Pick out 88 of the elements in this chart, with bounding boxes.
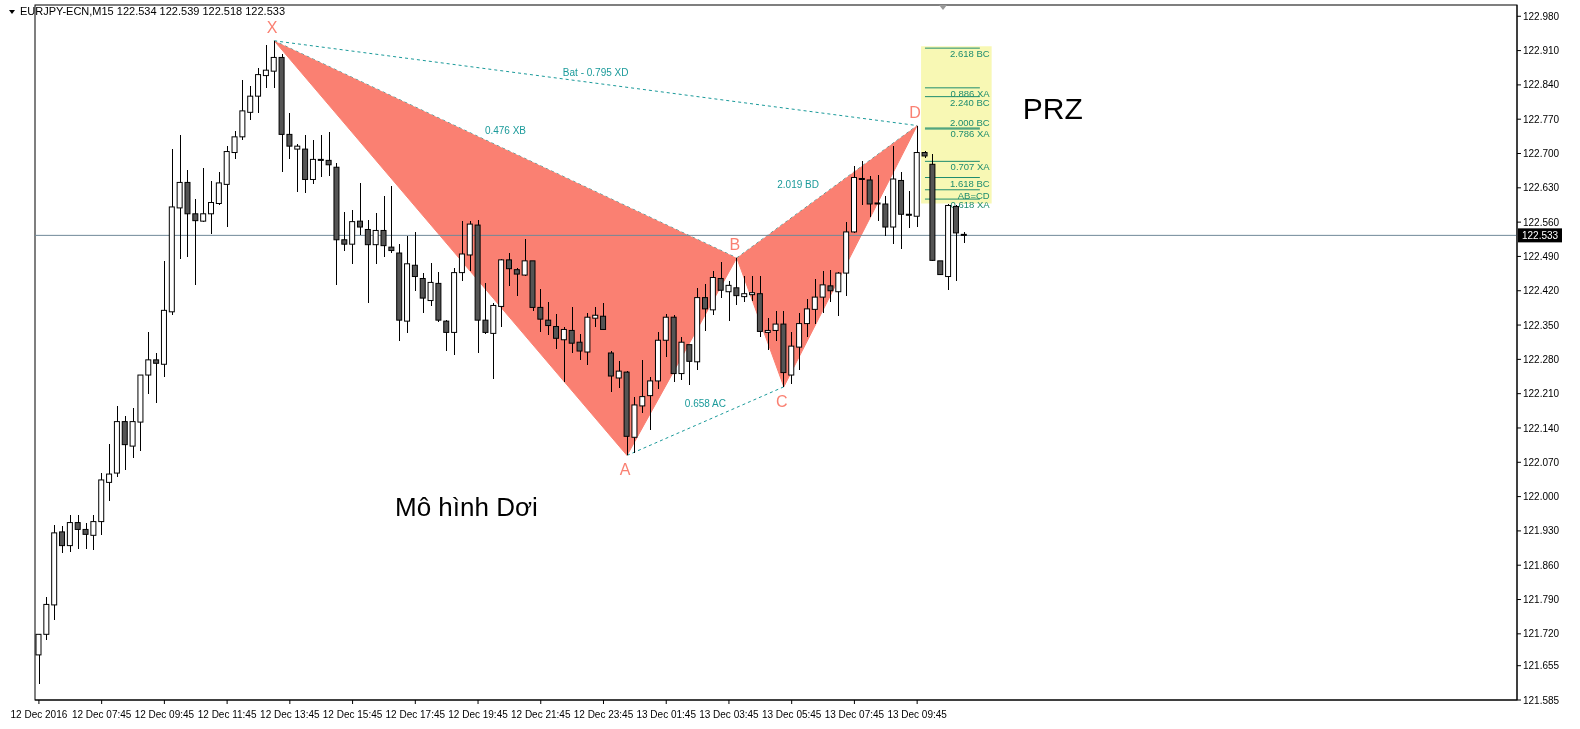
y-tick-label: 122.140 — [1523, 422, 1560, 434]
candlestick — [59, 525, 66, 555]
y-tick-label: 121.655 — [1523, 660, 1560, 672]
y-tick-label: 122.280 — [1523, 353, 1560, 365]
ref-line-label: 2.000 BC — [950, 117, 990, 128]
y-tick-label: 122.980 — [1523, 10, 1560, 22]
candlestick — [66, 514, 73, 553]
x-tick-label: 12 Dec 23:45 — [573, 709, 634, 720]
candlestick — [702, 283, 709, 333]
candlestick — [388, 185, 395, 254]
y-tick-label: 122.560 — [1523, 216, 1560, 228]
candlestick — [411, 231, 418, 292]
y-tick-label: 122.070 — [1523, 456, 1560, 468]
y-tick-label: 122.840 — [1523, 79, 1560, 91]
y-tick-label: 122.630 — [1523, 182, 1560, 194]
candlestick — [647, 376, 654, 431]
y-tick-label: 122.910 — [1523, 45, 1560, 57]
x-tick-label: 12 Dec 15:45 — [322, 709, 383, 720]
x-tick-label: 13 Dec 03:45 — [699, 709, 760, 720]
ref-line-label: 122.533 — [1522, 230, 1559, 242]
candlestick — [458, 220, 465, 282]
annotation: Bat - 0.795 XD — [562, 67, 629, 79]
candlestick — [262, 44, 269, 89]
y-tick-label: 122.210 — [1523, 388, 1560, 400]
x-tick-label: 12 Dec 2016 — [10, 709, 68, 720]
candlestick — [796, 312, 803, 371]
annotation: Mô hình Dơi — [395, 492, 538, 522]
annotation: 0.658 AC — [684, 397, 727, 409]
x-tick-label: 12 Dec 13:45 — [260, 709, 321, 720]
annotation: D — [909, 103, 921, 121]
ref-line-label: AB=CD — [957, 189, 990, 201]
candlestick — [553, 313, 560, 350]
y-tick-label: 122.000 — [1523, 491, 1560, 503]
annotation: C — [776, 392, 788, 410]
ref-line-label: 2.618 BC — [950, 48, 990, 60]
candlestick — [255, 67, 262, 114]
y-tick-label: 121.860 — [1523, 559, 1560, 571]
annotation: 2.019 BD — [777, 178, 819, 190]
candlestick — [905, 190, 912, 230]
y-tick-label: 122.420 — [1523, 285, 1560, 297]
annotation: B — [729, 235, 741, 253]
ref-line-label: 0.618 XA — [950, 199, 991, 211]
x-tick-label: 12 Dec 07:45 — [71, 709, 132, 720]
x-tick-label: 13 Dec 05:45 — [761, 709, 822, 720]
candlestick — [513, 267, 520, 297]
x-tick-label: 12 Dec 09:45 — [134, 709, 195, 720]
y-tick-label: 121.930 — [1523, 525, 1560, 537]
x-tick-label: 12 Dec 17:45 — [385, 709, 446, 720]
candlestick — [749, 274, 756, 302]
candlestick — [309, 139, 316, 185]
x-tick-label: 12 Dec 21:45 — [511, 709, 571, 720]
x-tick-label: 13 Dec 07:45 — [824, 709, 885, 720]
ref-line-label: 0.707 XA — [950, 161, 991, 173]
y-tick-label: 121.585 — [1523, 694, 1560, 706]
y-tick-label: 121.720 — [1523, 628, 1560, 640]
chart-title: EURJPY-ECN,M15 122.534 122.539 122.518 122.533 — [20, 5, 286, 17]
candlestick — [364, 219, 371, 304]
candlestick — [545, 300, 552, 336]
y-tick-label: 122.770 — [1523, 113, 1560, 125]
annotation: A — [619, 461, 631, 479]
y-tick-label: 122.490 — [1523, 250, 1560, 262]
ref-line-label: 2.240 BC — [950, 96, 990, 108]
annotation: PRZ — [1022, 92, 1083, 125]
annotation: X — [266, 18, 278, 36]
candlestick — [349, 209, 356, 265]
candlestick — [600, 301, 607, 332]
candlestick — [505, 252, 512, 287]
x-tick-label: 13 Dec 01:45 — [636, 709, 697, 720]
candlestick — [106, 443, 113, 503]
ref-line-label: 0.786 XA — [950, 128, 991, 140]
candlestick — [215, 171, 222, 207]
x-tick-label: 13 Dec 09:45 — [887, 709, 948, 720]
candlestick — [200, 167, 207, 223]
candlestick — [153, 351, 160, 404]
candlestick — [560, 325, 567, 383]
y-tick-label: 122.700 — [1523, 148, 1560, 160]
x-tick-label: 12 Dec 19:45 — [448, 709, 509, 720]
y-tick-label: 122.350 — [1523, 319, 1560, 331]
candlestick — [356, 182, 363, 236]
candlestick — [607, 350, 614, 393]
candlestick — [208, 180, 215, 235]
x-tick-label: 12 Dec 11:45 — [197, 709, 257, 720]
ref-line-label: 0.886 XA — [950, 87, 991, 99]
annotation: 0.476 XB — [484, 125, 527, 137]
candlestick — [803, 298, 810, 338]
ref-line-label: 1.618 BC — [950, 177, 990, 189]
y-tick-label: 121.790 — [1523, 594, 1560, 606]
candlestick — [858, 160, 865, 206]
